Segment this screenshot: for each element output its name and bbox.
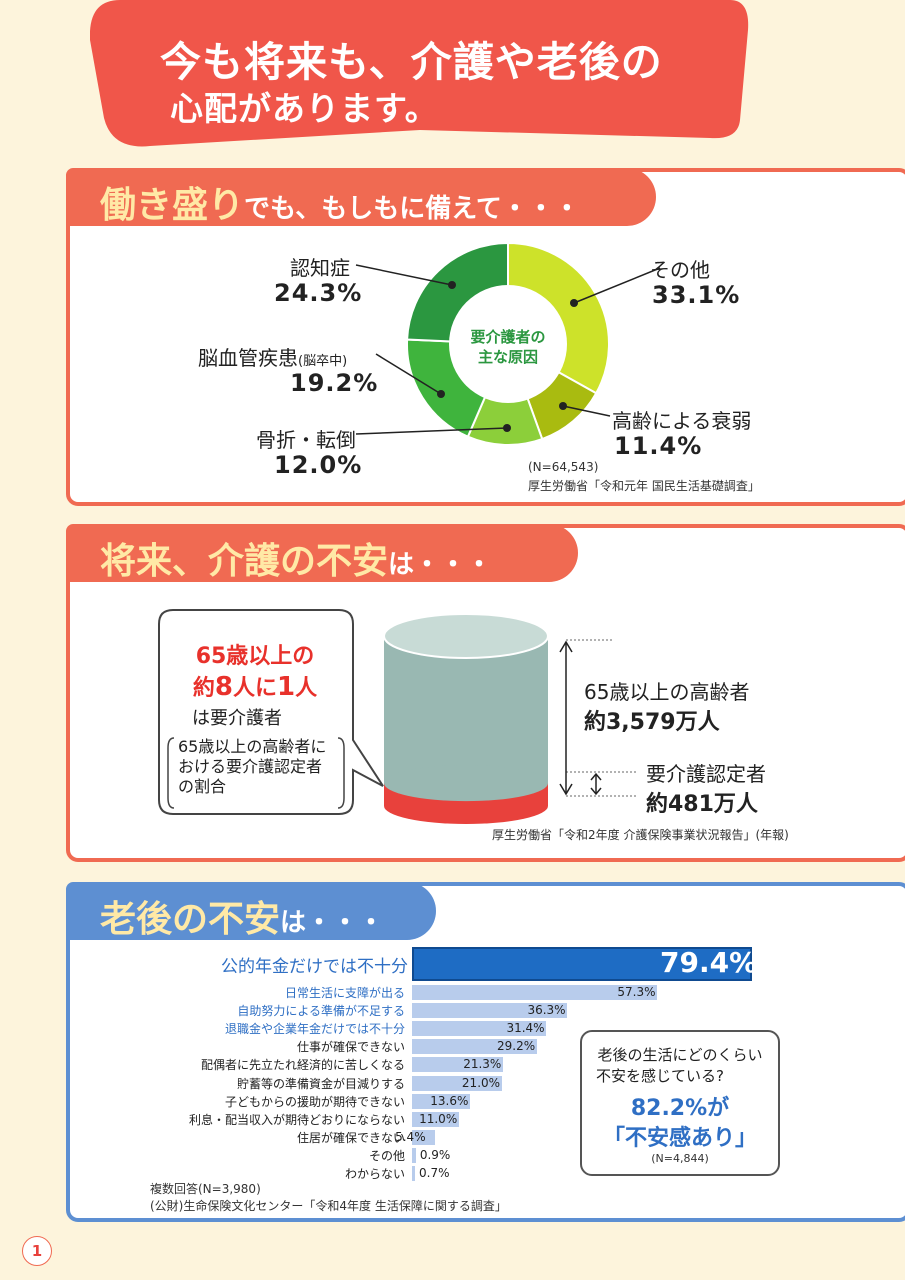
care-label: 要介護認定者 [646, 762, 766, 786]
callout-percent: 82.2%が [630, 1096, 730, 1121]
bar [412, 1021, 547, 1037]
bar [412, 985, 658, 1000]
label-fracture: 骨折・転倒 [256, 428, 356, 452]
bar-label: 退職金や企業年金だけでは不十分 [224, 1022, 405, 1037]
bar-value: 29.2% [497, 1039, 536, 1054]
bar-label: 貯蓄等の準備資金が目減りする [236, 1076, 405, 1091]
bar-value: 31.4% [506, 1021, 545, 1036]
bar-label: 住居が確保できない [296, 1130, 405, 1145]
bar [412, 1093, 471, 1109]
bar-label: その他 [368, 1148, 405, 1163]
bar-value: 11.0% [419, 1111, 458, 1126]
label-other: その他 [650, 258, 710, 282]
bubble-line1: 65歳以上の [195, 644, 315, 669]
bar-value: 13.6% [430, 1093, 469, 1108]
source-citation: (公財)生命保険文化センター「令和4年度 生活保障に関する調査」 [150, 1199, 507, 1213]
elderly-value: 約3,579万人 [584, 710, 720, 735]
bar-label: 配偶者に先立たれ経済的に苦しくなる [200, 1058, 405, 1073]
page-number: 1 [22, 1236, 52, 1266]
value-fracture: 12.0% [274, 451, 363, 479]
value-dementia: 24.3% [274, 279, 363, 307]
donut-chart [355, 241, 661, 446]
note-multiple: 複数回答(N=3,980) [150, 1182, 261, 1196]
bar [412, 1129, 436, 1145]
callout-answer: 「不安感あり」 [602, 1126, 757, 1151]
bar-label: 自助努力による準備が不足する [237, 1004, 405, 1019]
cylinder-graphic [383, 613, 636, 824]
leader-line [573, 267, 661, 304]
banner-subheadline: 心配があります。 [170, 89, 439, 128]
care-value: 約481万人 [646, 792, 758, 817]
speech-bubble [158, 609, 384, 815]
cylinder-top [383, 613, 549, 659]
bar-value: 57.3% [617, 985, 656, 999]
section-title: 働き盛りでも、もしもに備えて・・・ [100, 185, 580, 226]
label-stroke: 脳血管疾患(脳卒中) [198, 346, 348, 370]
bar-label: 子どもからの援助が期待できない [224, 1094, 405, 1109]
leader-line [375, 353, 442, 395]
bar-value: 0.9% [419, 1147, 451, 1162]
bar-value-top: 79.4% [660, 946, 758, 979]
bar [412, 1111, 460, 1127]
leader-line [355, 427, 508, 435]
leader-line [562, 405, 611, 417]
banner-headline: 今も将来も、介護や老後の [160, 38, 663, 86]
bar-value: 36.3% [527, 1003, 566, 1018]
label-aging: 高齢による衰弱 [612, 409, 752, 433]
bar-value: 21.3% [463, 1057, 502, 1072]
bubble-note: 65歳以上の高齢者に おける要介護認定者 の割合 [166, 734, 346, 812]
bar-value: 5.4% [395, 1129, 426, 1144]
value-stroke: 19.2% [290, 369, 379, 397]
bubble-line2: 約8人に1人 [192, 672, 318, 702]
bar [412, 1147, 416, 1163]
section-title: 老後の不安は・・・ [100, 899, 385, 940]
bar-value: 21.0% [461, 1075, 501, 1090]
bar [412, 1057, 504, 1073]
bar-label: 日常生活に支障が出る [284, 986, 405, 1000]
header-banner [90, 0, 750, 152]
bubble-line3: は要介護者 [192, 708, 282, 729]
bar-label: 仕事が確保できない [296, 1040, 405, 1055]
bar-label: 利息・配当収入が期待どおりにならない [188, 1112, 405, 1127]
bar [412, 1166, 415, 1181]
section-tab: 働き盛りでも、もしもに備えて・・・ [66, 168, 656, 226]
value-other: 33.1% [652, 281, 741, 309]
bar [412, 1039, 538, 1055]
bar-value: 0.7% [419, 1166, 450, 1180]
callout-question1: 老後の生活にどのくらい [597, 1046, 763, 1064]
callout-box [580, 1030, 780, 1176]
section-tab: 老後の不安は・・・ [66, 882, 436, 940]
bar [412, 1075, 502, 1091]
source-citation: 厚生労働省「令和元年 国民生活基礎調査」 [528, 479, 760, 493]
section-tab: 将来、介護の不安は・・・ [66, 524, 578, 582]
bar [412, 1003, 568, 1019]
value-aging: 11.4% [614, 432, 703, 460]
source-n: (N=64,543) [528, 460, 599, 474]
bar-top [412, 947, 752, 981]
callout-question2: 不安を感じている? [596, 1067, 724, 1085]
donut-center-label: 要介護者の 主な原因 [470, 328, 546, 366]
label-dementia: 認知症 [290, 256, 350, 280]
leader-line [355, 264, 453, 286]
bar-label: わからない [344, 1167, 405, 1181]
elderly-label: 65歳以上の高齢者 [584, 680, 750, 704]
source-citation: 厚生労働省「令和2年度 介護保険事業状況報告」(年報) [492, 828, 789, 842]
section-title: 将来、介護の不安は・・・ [100, 541, 493, 582]
callout-n: (N=4,844) [651, 1152, 709, 1165]
bar-label-top: 公的年金だけでは不十分 [221, 957, 408, 977]
